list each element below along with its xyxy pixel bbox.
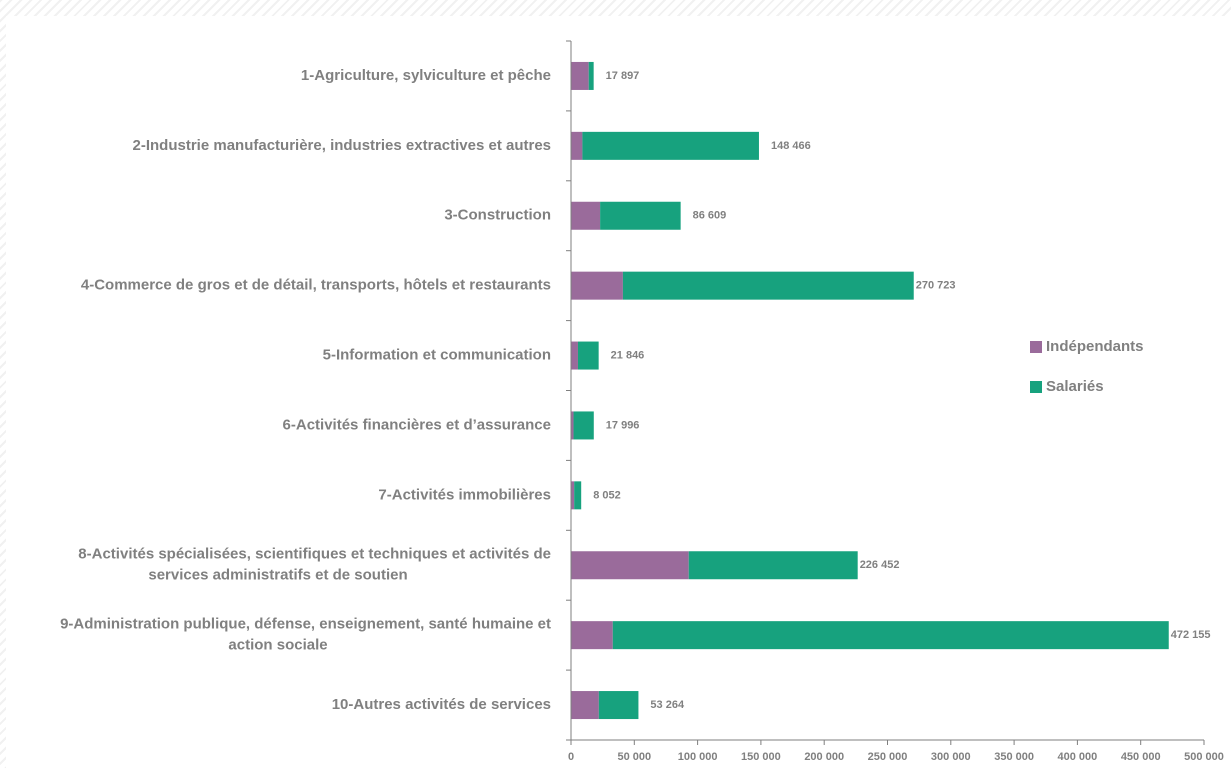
decorative-stripes-top (0, 0, 1231, 16)
bar-independants-8 (571, 551, 689, 580)
category-label-9-line-1: 9-Administration publique, défense, ense… (60, 616, 551, 633)
bar-salaries-9 (612, 621, 1169, 650)
legend-label-salaries: Salariés (1046, 378, 1104, 395)
legend-swatch-independants (1030, 341, 1042, 353)
category-label-8-line-1: 8-Activités spécialisées, scientifiques … (78, 546, 551, 563)
bar-independants-6 (571, 411, 574, 440)
axes (566, 40, 1205, 745)
bar-salaries-8 (688, 551, 858, 580)
x-tick-label-5: 250 000 (868, 751, 908, 763)
x-tick-label-3: 150 000 (741, 751, 781, 763)
legend-label-independants: Indépendants (1046, 338, 1144, 355)
x-tick-label-9: 450 000 (1121, 751, 1161, 763)
category-label-4: 4-Commerce de gros et de détail, transpo… (81, 277, 551, 294)
bar-salaries-1 (588, 61, 594, 90)
bar-salaries-7 (574, 481, 582, 510)
category-labels: 1-Agriculture, sylviculture et pêche 2-In… (60, 67, 551, 713)
total-label-9: 472 155 (1171, 629, 1211, 641)
total-label-1: 17 897 (606, 70, 640, 82)
bar-independants-1 (571, 61, 589, 90)
category-label-10: 10-Autres activités de services (332, 696, 551, 713)
total-label-10: 53 264 (650, 699, 685, 711)
category-label-3: 3-Construction (444, 207, 551, 224)
x-tick-label-7: 350 000 (994, 751, 1034, 763)
category-label-8-line-2: services administratifs et de soutien (148, 567, 407, 584)
bar-independants-9 (571, 621, 613, 650)
legend: Indépendants Salariés (1030, 338, 1144, 395)
x-tick-labels: 0 50 000 100 000 150 000 200 000 250 000 300 0… (568, 751, 1224, 763)
bar-independants-7 (571, 481, 575, 510)
bar-independants-4 (571, 271, 623, 300)
category-label-2: 2-Industrie manufacturière, industries e… (133, 137, 551, 154)
total-label-7: 8 052 (593, 489, 621, 501)
category-label-9-line-2: action sociale (228, 637, 327, 654)
x-tick-label-6: 300 000 (931, 751, 971, 763)
bars-layer (571, 61, 1169, 720)
bar-independants-3 (571, 201, 601, 230)
total-label-4: 270 723 (916, 280, 956, 292)
bar-salaries-6 (573, 411, 594, 440)
total-label-2: 148 466 (771, 140, 811, 152)
x-tick-label-4: 200 000 (804, 751, 844, 763)
legend-swatch-salaries (1030, 381, 1042, 393)
x-tick-label-10: 500 000 (1184, 751, 1224, 763)
total-labels: 17 897 148 466 86 609 270 723 21 846 17 996 8 … (593, 70, 1210, 711)
decorative-stripes-left (0, 0, 6, 768)
total-label-3: 86 609 (693, 210, 727, 222)
total-label-6: 17 996 (606, 419, 640, 431)
category-label-5: 5-Information et communication (323, 347, 551, 364)
total-label-5: 21 846 (611, 349, 645, 361)
bar-independants-5 (571, 341, 578, 370)
category-label-6: 6-Activités financières et d’assurance (283, 416, 551, 433)
bar-independants-2 (571, 131, 583, 160)
total-label-8: 226 452 (860, 559, 900, 571)
bar-salaries-5 (577, 341, 599, 370)
category-label-7: 7-Activités immobilières (378, 486, 551, 503)
bar-salaries-4 (622, 271, 914, 300)
bar-independants-10 (571, 691, 599, 720)
bar-salaries-2 (582, 131, 759, 160)
bar-salaries-3 (600, 201, 681, 230)
x-tick-label-0: 0 (568, 751, 574, 763)
x-tick-label-2: 100 000 (678, 751, 718, 763)
x-tick-label-1: 50 000 (617, 751, 651, 763)
bar-salaries-10 (598, 691, 639, 720)
x-tick-label-8: 400 000 (1058, 751, 1098, 763)
category-label-1: 1-Agriculture, sylviculture et pêche (301, 67, 551, 84)
